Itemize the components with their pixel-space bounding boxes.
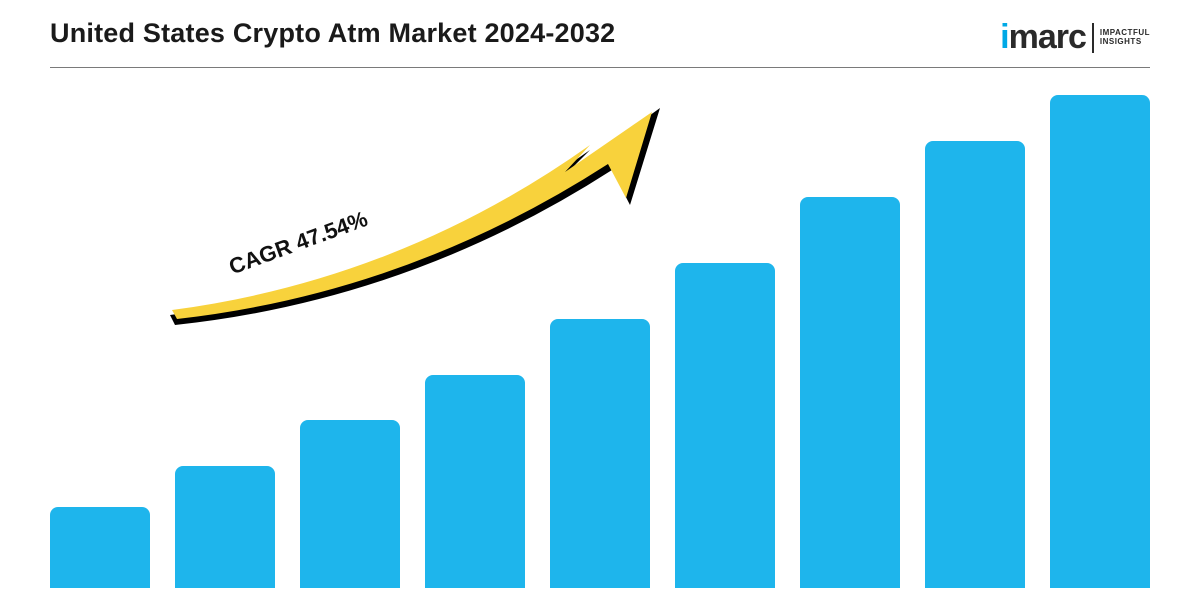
page-title: United States Crypto Atm Market 2024-203… xyxy=(50,18,615,49)
bar xyxy=(925,141,1025,588)
bars-container xyxy=(50,80,1150,588)
bar xyxy=(50,507,150,588)
bar xyxy=(675,263,775,588)
bar xyxy=(425,375,525,588)
bar xyxy=(300,420,400,588)
bar xyxy=(175,466,275,588)
logo-tagline: IMPACTFUL INSIGHTS xyxy=(1100,29,1150,46)
header: United States Crypto Atm Market 2024-203… xyxy=(50,18,1150,57)
logo-separator xyxy=(1092,23,1094,53)
logo-tag-line2: INSIGHTS xyxy=(1100,38,1150,46)
header-divider xyxy=(50,67,1150,68)
bar xyxy=(800,197,900,588)
bar-chart: CAGR 47.54% xyxy=(50,80,1150,588)
logo-wordmark: imarc xyxy=(1000,18,1086,57)
bar xyxy=(550,319,650,588)
bar xyxy=(1050,95,1150,588)
brand-logo: imarc IMPACTFUL INSIGHTS xyxy=(1000,18,1150,57)
